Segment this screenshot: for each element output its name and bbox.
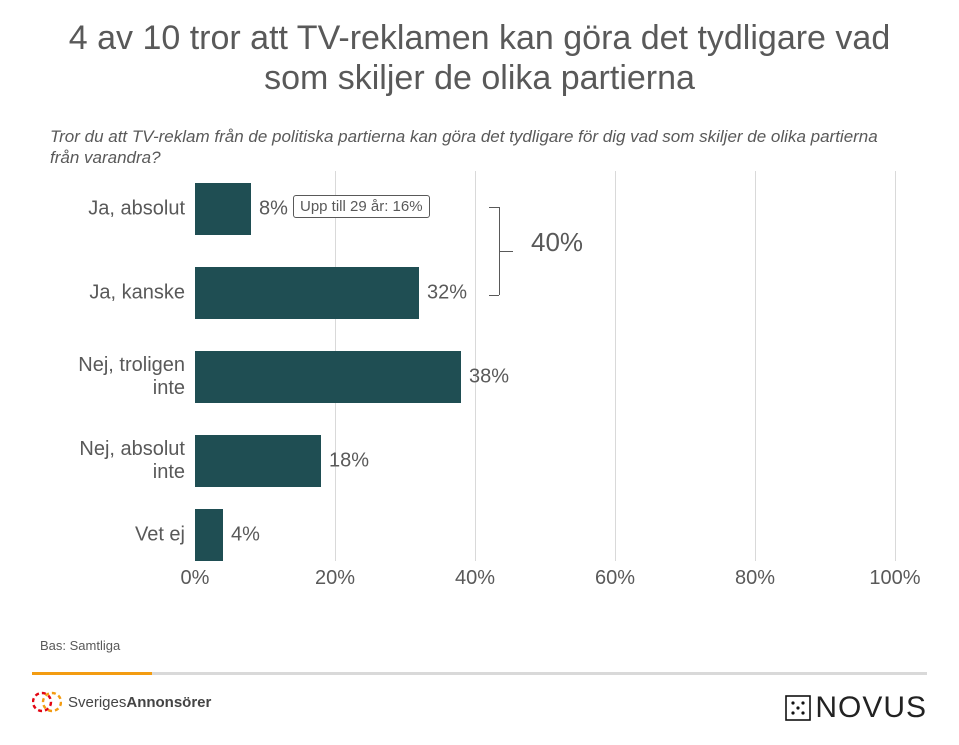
page-title: 4 av 10 tror att TV-reklamen kan göra de… [40, 18, 919, 98]
separator [32, 672, 927, 675]
x-tick: 80% [735, 567, 775, 590]
logo-sveriges-annonsorer: SverigesAnnonsörer [32, 687, 211, 717]
bar [195, 435, 321, 487]
bracket-lead [499, 251, 513, 252]
sa-mark-icon [32, 687, 62, 717]
logos: SverigesAnnonsörer NOVUS [32, 687, 927, 733]
value-label: 32% [427, 281, 467, 304]
sa-text: SverigesAnnonsörer [68, 694, 211, 711]
slide: 4 av 10 tror att TV-reklamen kan göra de… [0, 0, 959, 745]
value-label: 18% [329, 449, 369, 472]
x-tick: 40% [455, 567, 495, 590]
bar-row: Nej, troligen inte38% [195, 351, 895, 403]
separator-orange [32, 672, 152, 675]
x-tick: 0% [181, 567, 210, 590]
bar [195, 267, 419, 319]
bracket-cap [489, 295, 499, 296]
category-label: Ja, kanske [45, 281, 185, 304]
bar-row: Nej, absolut inte18% [195, 435, 895, 487]
novus-text: NOVUS [815, 691, 927, 725]
novus-square-icon [785, 695, 811, 721]
bar [195, 183, 251, 235]
value-label: 8% [259, 197, 288, 220]
callout: Upp till 29 år: 16% [293, 195, 430, 218]
chart: Ja, absolut8%Ja, kanske32%Nej, troligen … [45, 171, 915, 601]
category-label: Ja, absolut [45, 197, 185, 220]
bracket-cap [489, 207, 499, 208]
logo-novus: NOVUS [785, 691, 927, 725]
chart-x-axis: 0%20%40%60%80%100% [195, 561, 895, 591]
x-tick: 100% [869, 567, 920, 590]
value-label: 4% [231, 523, 260, 546]
bar-row: Vet ej4% [195, 509, 895, 561]
bar-row: Ja, kanske32% [195, 267, 895, 319]
value-label: 38% [469, 365, 509, 388]
grid-line [895, 171, 896, 561]
bar [195, 509, 223, 561]
x-tick: 20% [315, 567, 355, 590]
sum-label: 40% [531, 227, 583, 258]
separator-grey [32, 672, 927, 675]
survey-question: Tror du att TV-reklam från de politiska … [50, 126, 909, 169]
category-label: Nej, absolut inte [45, 438, 185, 484]
x-tick: 60% [595, 567, 635, 590]
category-label: Vet ej [45, 523, 185, 546]
chart-plot: Ja, absolut8%Ja, kanske32%Nej, troligen … [195, 171, 895, 561]
base-footer: Bas: Samtliga [40, 638, 120, 653]
category-label: Nej, troligen inte [45, 354, 185, 400]
bar [195, 351, 461, 403]
